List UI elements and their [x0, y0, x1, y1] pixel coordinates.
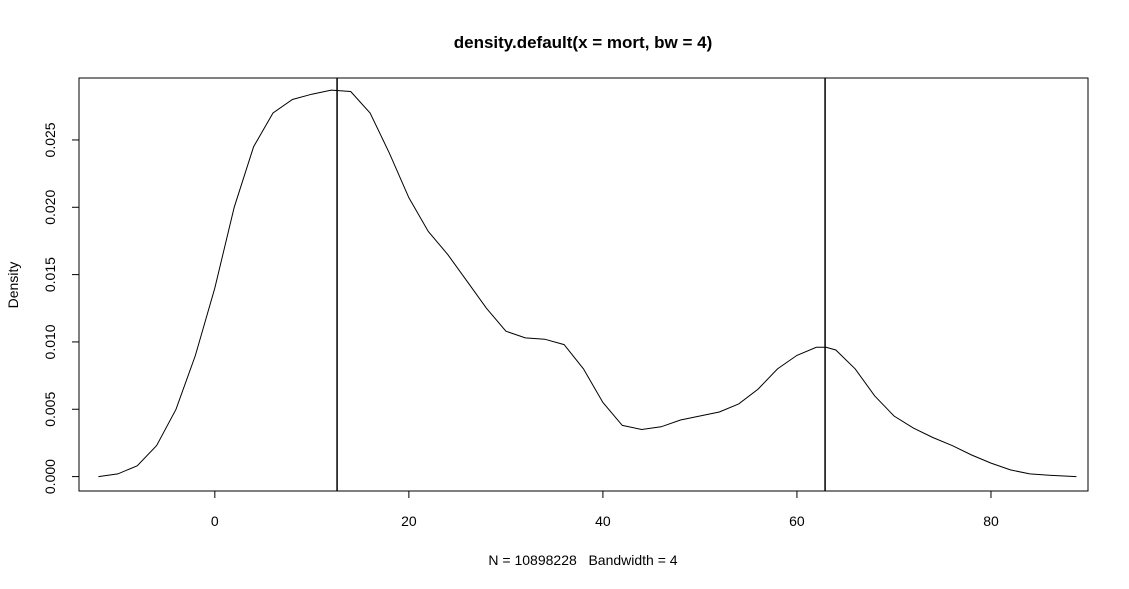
x-axis-label: N = 10898228 Bandwidth = 4 [488, 552, 677, 568]
y-tick-label: 0.005 [42, 392, 58, 427]
vertical-reference-lines [336, 78, 826, 491]
x-tick-label: 20 [401, 513, 417, 529]
y-tick-label: 0.000 [42, 459, 58, 494]
plot-frame [78, 77, 1089, 492]
x-axis: 0 20 40 60 80 [211, 490, 999, 529]
y-tick-label: 0.020 [42, 190, 58, 225]
y-tick-label: 0.010 [42, 324, 58, 359]
x-tick-label: 80 [983, 513, 999, 529]
y-tick-label: 0.015 [42, 257, 58, 292]
chart-title: density.default(x = mort, bw = 4) [454, 33, 713, 52]
x-tick-label: 0 [211, 513, 219, 529]
y-axis-label: Density [5, 262, 21, 309]
y-tick-label: 0.025 [42, 122, 58, 157]
x-tick-label: 60 [789, 513, 805, 529]
density-curve [98, 89, 1077, 478]
x-tick-label: 40 [595, 513, 611, 529]
y-axis: 0.000 0.005 0.010 0.015 0.020 0.025 [42, 122, 80, 494]
